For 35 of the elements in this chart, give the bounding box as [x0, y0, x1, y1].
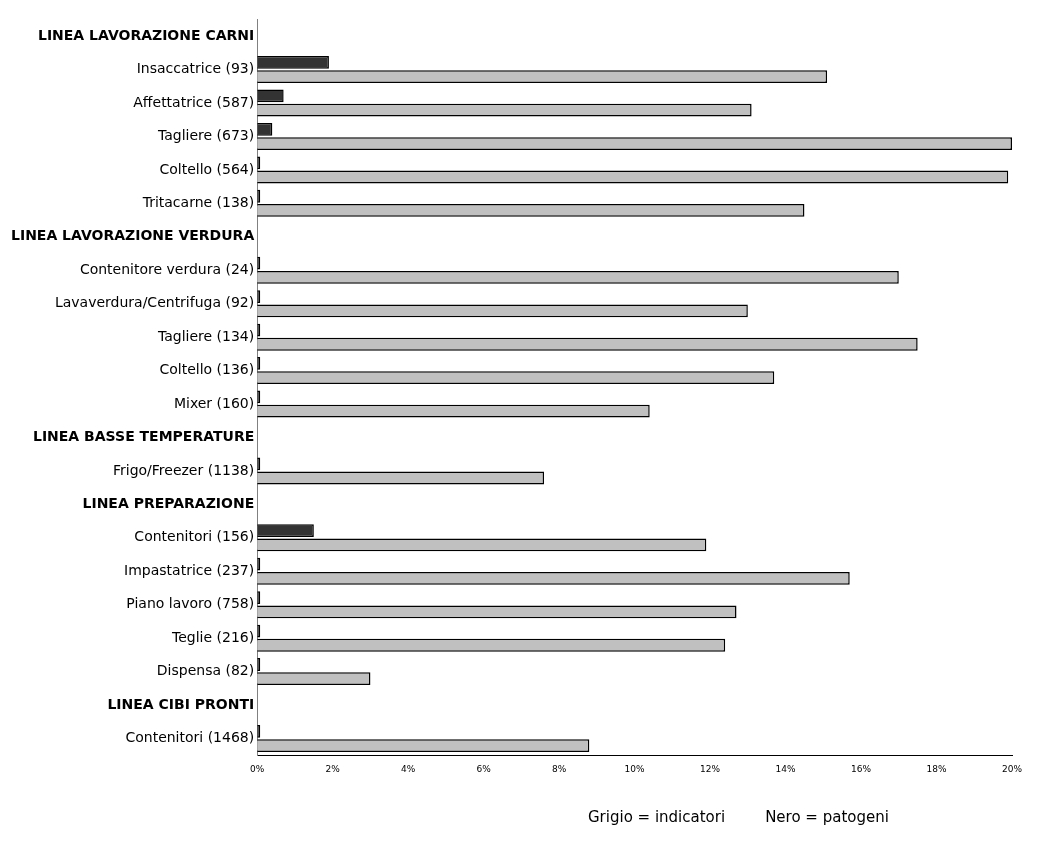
y-tick-label: Lavaverdura/Centrifuga (92) — [54, 294, 255, 311]
x-tick-label: 0% — [250, 763, 265, 774]
y-tick-label: Contenitore verdura (24) — [79, 260, 255, 277]
y-tick-label: LINEA BASSE TEMPERATURE — [32, 428, 255, 445]
y-tick-label: Insaccatrice (93) — [136, 60, 255, 77]
y-tick-label: Impastatrice (237) — [124, 561, 255, 578]
y-tick-label: Mixer (160) — [173, 394, 255, 411]
x-tick-label: 12% — [700, 763, 721, 774]
x-tick-label: 2% — [325, 763, 341, 774]
y-tick-label: Affettatrice (587) — [133, 93, 255, 110]
y-tick-label: Contenitori (1468) — [125, 729, 255, 746]
text: Grigio = indicatori — [588, 808, 726, 826]
x-tick-label: 18% — [926, 763, 947, 774]
y-tick-label: Teglie (216) — [171, 628, 255, 645]
x-tick-label: 20% — [1001, 763, 1023, 774]
y-tick-label: Dispensa (82) — [156, 662, 255, 679]
x-tick-label: 8% — [552, 763, 567, 774]
x-tick-label: 16% — [851, 763, 872, 774]
text: Nero = patogeni — [765, 808, 889, 826]
y-tick-label: LINEA LAVORAZIONE CARNI — [37, 26, 255, 43]
y-tick-label: LINEA CIBI PRONTI — [107, 695, 255, 712]
x-tick-label: 10% — [624, 763, 646, 774]
y-tick-label: Contenitori (156) — [134, 528, 255, 545]
y-tick-label: Coltello (564) — [159, 160, 255, 177]
y-tick-label: Tritacarne (138) — [141, 193, 255, 210]
y-tick-label: Tagliere (673) — [156, 127, 255, 144]
y-tick-label: LINEA LAVORAZIONE VERDURA — [11, 227, 255, 244]
x-tick-label: 4% — [401, 763, 416, 774]
y-tick-label: Frigo/Freezer (1138) — [112, 461, 255, 478]
y-tick-label: Coltello (136) — [159, 361, 255, 378]
y-tick-label: LINEA PREPARAZIONE — [82, 495, 255, 511]
y-tick-label: Tagliere (134) — [156, 327, 255, 344]
x-tick-label: 6% — [476, 763, 492, 774]
x-tick-label: 14% — [775, 763, 797, 774]
y-tick-label: Piano lavoro (758) — [126, 595, 255, 612]
